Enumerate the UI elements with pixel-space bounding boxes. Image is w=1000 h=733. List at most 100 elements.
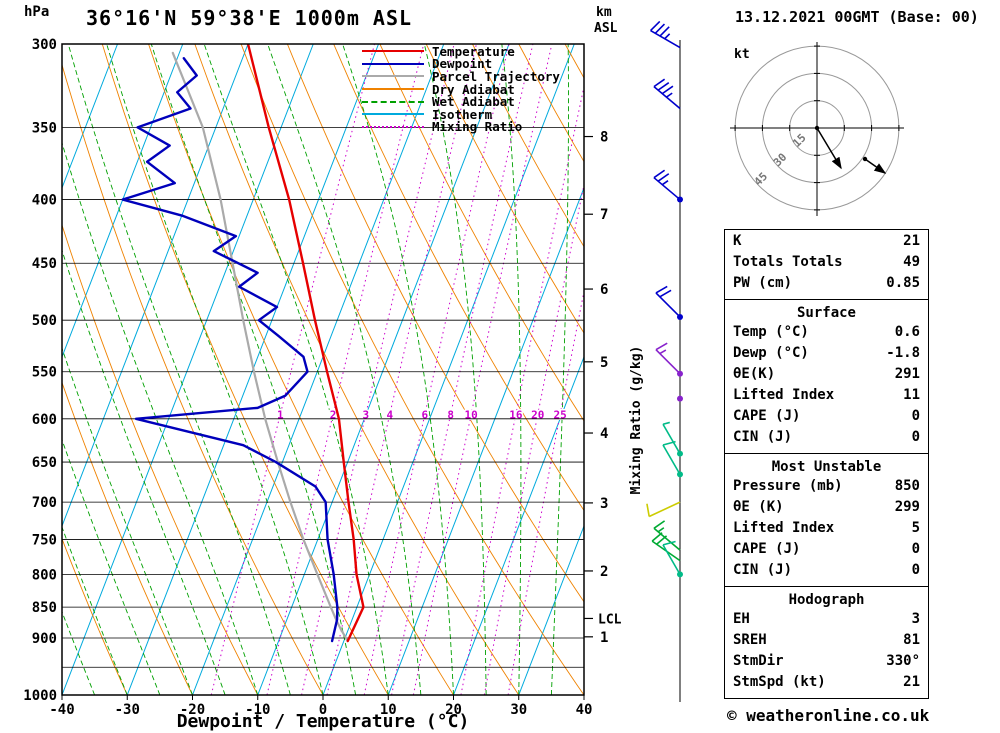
temp-tick-label: 10	[380, 702, 397, 718]
hodograph-ring-label: 30	[771, 151, 790, 170]
stat-value: 291	[894, 366, 920, 382]
pressure-tick-label: 550	[32, 365, 57, 381]
background-grid: 1 2 3 4 6 8 10 16 20 25	[62, 44, 584, 695]
legend-label: Mixing Ratio	[432, 119, 523, 135]
stat-value: 21	[903, 233, 920, 249]
stat-row: K 21	[725, 233, 928, 254]
mixing-ratio-label: 20	[531, 408, 544, 421]
x-axis-label: Dewpoint / Temperature (°C)	[177, 711, 470, 732]
legend-swatch	[362, 88, 424, 91]
hodograph-ring-label: 15	[790, 131, 809, 150]
temperature-trace	[246, 44, 365, 643]
stat-row: Dewp (°C) -1.8	[725, 345, 928, 366]
legend-item-parcel-trajectory: Parcel Trajectory	[362, 68, 560, 84]
hodograph-vector	[816, 127, 842, 170]
stat-row: Temp (°C) 0.6	[725, 324, 928, 345]
hodograph-vector	[864, 158, 887, 174]
run-datetime: 13.12.2021 00GMT (Base: 00)	[735, 8, 979, 26]
pressure-tick-label: 300	[32, 37, 57, 53]
stat-value: 850	[894, 478, 920, 494]
wind-barb	[653, 169, 683, 203]
pressure-tick-label: 450	[32, 256, 57, 272]
temp-tick-label: -10	[245, 702, 270, 718]
mixing-ratio-label: 10	[465, 408, 478, 421]
mixing-ratio-label: 16	[509, 408, 523, 421]
wind-barb	[655, 342, 683, 377]
km-tick-label: 1	[600, 630, 608, 646]
plot-border	[61, 43, 585, 696]
stat-row: Totals Totals 49	[725, 254, 928, 275]
wind-barb	[662, 421, 683, 457]
stat-row: CAPE (J) 0	[725, 408, 928, 429]
legend-item-mixing-ratio: Mixing Ratio	[362, 119, 560, 135]
stat-label: Lifted Index	[733, 387, 835, 403]
wind-barb	[662, 540, 683, 578]
pressure-tick-label: 900	[32, 631, 57, 647]
dewpoint-trace	[121, 57, 339, 643]
wind-level-dot	[677, 196, 683, 203]
stat-label: Lifted Index	[733, 520, 835, 536]
temp-tick-label: 40	[576, 702, 593, 718]
legend-swatch	[362, 113, 424, 116]
stat-label: K	[733, 233, 742, 249]
stat-label: CIN (J)	[733, 562, 793, 578]
panel-title: Hodograph	[788, 592, 865, 608]
km-tick-label: 7	[600, 207, 608, 223]
stats-panel-indices: K 21 Totals Totals 49 PW (cm) 0.85	[724, 229, 929, 300]
stats-panel-surface: Surface Temp (°C) 0.6 Dewp (°C) -1.8 θE(K) 291…	[724, 299, 929, 454]
legend-swatch	[362, 75, 424, 78]
stat-value: 3	[911, 611, 920, 627]
legend-item-dry-adiabat: Dry Adiabat	[362, 82, 560, 97]
stat-label: EH	[733, 611, 750, 627]
pressure-tick-label: 750	[32, 532, 57, 548]
stat-label: CAPE (J)	[733, 541, 801, 557]
hodograph-dot	[862, 156, 868, 162]
stat-label: StmSpd (kt)	[733, 674, 826, 690]
stat-label: Temp (°C)	[733, 324, 809, 340]
km-tick-label: 4	[600, 426, 608, 442]
stat-row: CIN (J) 0	[725, 429, 928, 450]
pressure-tick-label: 800	[32, 567, 57, 583]
legend-swatch	[362, 125, 424, 128]
stat-value: 49	[903, 254, 920, 270]
stat-value: 0	[911, 562, 920, 578]
stat-value: 0.6	[894, 324, 920, 340]
temp-tick-label: 20	[445, 702, 462, 718]
wind-level-dot	[677, 571, 683, 578]
stat-label: θE(K)	[733, 366, 776, 382]
stat-row: StmDir 330°	[725, 653, 928, 674]
stat-value: 81	[903, 632, 920, 648]
mixing-ratio-label: 6	[422, 408, 429, 421]
legend-label: Parcel Trajectory	[432, 68, 560, 84]
pressure-tick-label: 400	[32, 193, 57, 209]
legend-label: Temperature	[432, 43, 515, 59]
stat-label: CAPE (J)	[733, 408, 801, 424]
lcl-label: LCL	[598, 612, 622, 627]
legend-swatch	[362, 50, 424, 53]
stat-row: Pressure (mb) 850	[725, 478, 928, 499]
legend-label: Dewpoint	[432, 56, 493, 72]
pressure-tick-label: 500	[32, 313, 57, 329]
stat-value: -1.8	[886, 345, 920, 361]
stat-row: EH 3	[725, 611, 928, 632]
pressure-axis-unit: hPa	[24, 4, 49, 20]
mixing-ratio-label: 4	[386, 408, 393, 421]
km-tick-label: 6	[600, 282, 608, 298]
stat-label: SREH	[733, 632, 767, 648]
legend-item-wet-adiabat: Wet Adiabat	[362, 94, 560, 109]
stat-row: PW (cm) 0.85	[725, 275, 928, 296]
wind-barb	[646, 501, 681, 518]
pressure-tick-label: 650	[32, 455, 57, 471]
legend-swatch	[362, 100, 424, 103]
wind-level-dot	[677, 313, 683, 320]
pressure-tick-label: 850	[32, 600, 57, 616]
stat-row: Lifted Index 11	[725, 387, 928, 408]
stats-panel-most-unstable: Most Unstable Pressure (mb) 850 θE (K) 299 Li…	[724, 453, 929, 587]
stat-label: Pressure (mb)	[733, 478, 843, 494]
hodograph-ring-label: 45	[752, 170, 771, 189]
hodograph-dot	[814, 125, 820, 131]
wind-level-dot	[677, 395, 683, 402]
km-axis-unit2: ASL	[594, 21, 618, 36]
